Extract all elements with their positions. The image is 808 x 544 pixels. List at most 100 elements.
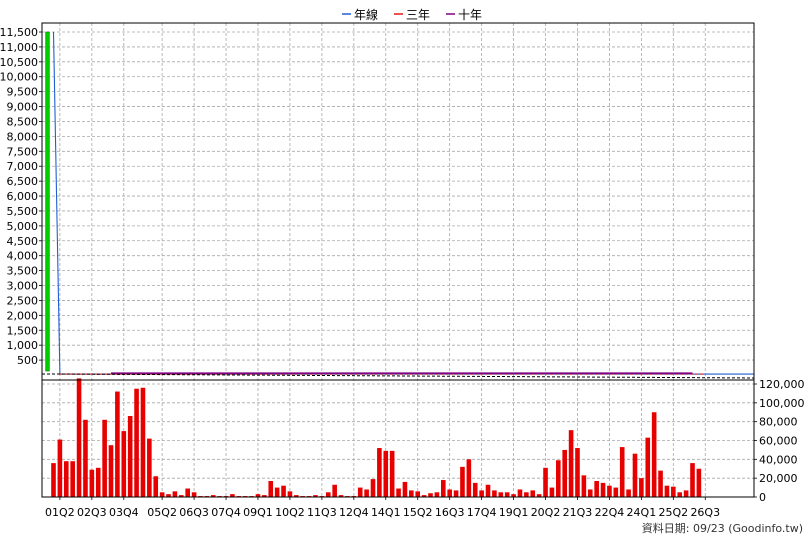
volume-bar: [89, 469, 95, 497]
volume-bar: [166, 494, 171, 497]
volume-bar: [108, 445, 114, 497]
plot-frame: [41, 22, 755, 498]
quarter-tick-label: 22Q4: [595, 506, 625, 519]
volume-bar: [594, 480, 599, 497]
volume-bar: [440, 480, 446, 497]
price-tick-label: 500: [17, 354, 38, 367]
volume-bar: [671, 486, 676, 497]
volume-bar: [51, 463, 56, 497]
quarter-tick-label: 11Q3: [307, 506, 337, 519]
volume-bar: [332, 484, 337, 497]
volume-bars: [51, 378, 702, 497]
price-tick-label: 10,000: [0, 71, 38, 84]
price-tick-label: 3,500: [7, 265, 39, 278]
volume-bar: [536, 494, 542, 497]
volume-bar: [632, 453, 638, 497]
volume-bar: [645, 437, 651, 497]
volume-bar: [549, 487, 555, 497]
volume-bar: [492, 490, 497, 497]
price-tick-label: 3,000: [7, 280, 39, 293]
volume-bar: [575, 448, 580, 497]
volume-bar: [511, 494, 516, 497]
volume-bar: [543, 467, 548, 497]
volume-bar: [383, 450, 389, 497]
quarter-axis: 01Q2 02Q3 03Q4 05Q2 06Q3 07Q4 09Q1 10Q2 11Q3 12Q4…: [45, 497, 720, 519]
price-tick-label: 5,000: [7, 220, 39, 233]
volume-bar: [434, 492, 440, 497]
volume-bar: [619, 447, 625, 497]
price-tick-label: 7,500: [7, 145, 39, 158]
volume-bar: [639, 478, 644, 497]
quarter-tick-label: 07Q4: [211, 506, 241, 519]
price-tick-label: 10,500: [0, 56, 38, 69]
quarter-tick-label: 24Q1: [627, 506, 657, 519]
volume-bar: [274, 487, 280, 497]
price-tick-label: 2,000: [7, 309, 39, 322]
volume-bar: [664, 485, 670, 497]
quarter-tick-label: 09Q1: [243, 506, 273, 519]
quarter-tick-label: 20Q2: [531, 506, 561, 519]
quarter-tick-label: 05Q2: [147, 506, 177, 519]
price-tick-label: 8,500: [7, 115, 39, 128]
volume-bar: [76, 378, 82, 497]
volume-bar: [472, 482, 478, 497]
volume-bar: [281, 485, 286, 497]
volume-bar: [338, 495, 344, 497]
price-tick-label: 4,500: [7, 235, 39, 248]
volume-bar: [396, 488, 401, 497]
volume-bar: [102, 419, 107, 497]
volume-bar: [185, 488, 190, 497]
volume-bar: [466, 459, 472, 497]
volume-bar: [690, 463, 695, 497]
price-tick-label: 1,500: [7, 324, 39, 337]
volume-tick-label: 20,000: [759, 472, 798, 485]
quarter-tick-label: 01Q2: [45, 506, 75, 519]
volume-bar: [415, 491, 421, 497]
volume-bar: [255, 494, 261, 497]
volume-bar: [230, 494, 235, 497]
volume-bar: [121, 431, 127, 497]
volume-bar: [568, 430, 574, 497]
volume-bar: [524, 492, 529, 497]
volume-tick-label: 40,000: [759, 453, 798, 466]
price-tick-label: 6,000: [7, 190, 39, 203]
volume-panel-border: [41, 379, 755, 498]
volume-bar: [683, 490, 689, 497]
quarter-tick-label: 06Q3: [179, 506, 209, 519]
volume-bar: [147, 438, 152, 497]
volume-bar: [153, 476, 159, 497]
volume-bar: [313, 495, 318, 497]
volume-bar: [517, 489, 523, 497]
price-tick-label: 11,500: [0, 26, 38, 39]
price-tick-label: 4,000: [7, 250, 39, 263]
price-tick-label: 9,500: [7, 86, 39, 99]
quarter-tick-label: 12Q4: [339, 506, 369, 519]
volume-tick-label: 120,000: [759, 378, 805, 391]
volume-bar: [127, 416, 133, 497]
volume-tick-label: 0: [759, 491, 766, 504]
legend-label-2: 三年: [406, 8, 430, 22]
legend: 年線 三年 十年: [342, 7, 482, 22]
volume-bar: [447, 489, 452, 497]
volume-bar: [325, 492, 331, 497]
price-tick-label: 2,500: [7, 294, 39, 307]
volume-bar: [600, 482, 606, 497]
volume-bar: [402, 481, 408, 497]
quarter-tick-label: 26Q3: [690, 506, 720, 519]
volume-bar: [530, 490, 536, 497]
volume-bar: [581, 475, 587, 497]
volume-bar: [562, 449, 567, 497]
volume-bar: [504, 492, 510, 497]
volume-bar: [179, 495, 184, 497]
volume-bar: [453, 490, 459, 497]
volume-bar: [460, 466, 465, 497]
volume-bar: [421, 495, 427, 497]
legend-label-1: 年線: [354, 7, 378, 22]
volume-bar: [377, 448, 382, 497]
volume-bar: [479, 490, 484, 497]
price-tick-label: 8,000: [7, 130, 39, 143]
volume-tick-label: 80,000: [759, 416, 798, 429]
volume-bar: [428, 493, 433, 497]
volume-bar: [268, 480, 274, 497]
